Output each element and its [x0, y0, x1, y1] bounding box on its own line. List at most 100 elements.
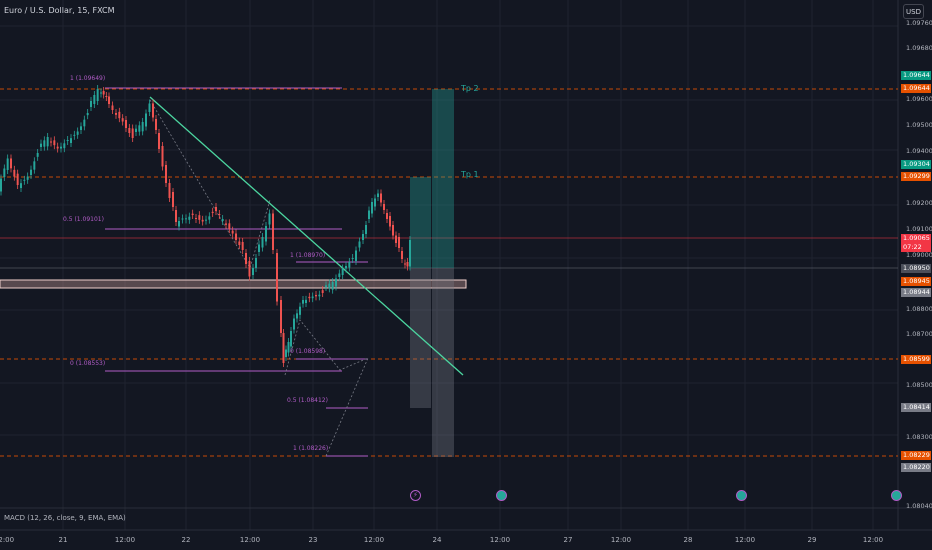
candle-body [305, 299, 307, 303]
candle-body [221, 219, 224, 221]
candle-body [100, 92, 102, 94]
candle-body [63, 143, 66, 149]
symbol-title[interactable]: Euro / U.S. Dollar, 15, FXCM [4, 6, 115, 15]
candle-body [198, 215, 201, 220]
time-tick: 12:00 [363, 536, 385, 544]
candle-body [398, 237, 400, 248]
countdown-label: 07:22 [901, 243, 931, 252]
time-tick: 27 [563, 536, 573, 544]
time-tick: 23 [308, 536, 318, 544]
time-tick: 21 [58, 536, 68, 544]
time-tick: 12:00 [0, 536, 15, 544]
candle-body [302, 300, 304, 304]
calendar-event-icon[interactable] [736, 490, 747, 501]
price-tick: 1.08500 [906, 381, 932, 389]
time-axis[interactable] [0, 530, 932, 550]
candle-body [383, 204, 385, 210]
candle-body [351, 258, 354, 259]
price-tick: 1.09680 [906, 44, 932, 52]
candle-body [3, 168, 6, 177]
price-label: 1.08944 [901, 288, 931, 297]
candle-body [265, 226, 267, 242]
candle-body [128, 128, 131, 133]
candle-body [80, 126, 82, 130]
candlesticks [0, 85, 411, 367]
price-tick: 1.09760 [906, 19, 932, 27]
candle-body [409, 240, 411, 267]
time-tick: 28 [683, 536, 693, 544]
tp2-target-box [432, 89, 454, 268]
price-tick: 1.09500 [906, 121, 932, 129]
trendline [149, 96, 464, 376]
candle-body [261, 237, 264, 248]
candle-body [191, 213, 194, 215]
candle-body [76, 131, 79, 135]
tp2-label: Tp 2 [461, 84, 479, 93]
calendar-event-icon[interactable] [496, 490, 507, 501]
candle-body [374, 198, 376, 207]
candle-body [86, 113, 89, 116]
candle-body [181, 218, 184, 220]
candle-body [315, 295, 317, 297]
candle-body [178, 221, 180, 227]
candle-body [248, 261, 251, 277]
candle-body [138, 125, 141, 132]
candle-body [201, 219, 204, 222]
candle-body [328, 283, 331, 289]
fib-dotted-path-1 [149, 99, 271, 269]
price-label: 1.09644 [901, 84, 931, 93]
candle-body [60, 146, 62, 149]
candle-body [93, 95, 96, 104]
candle-body [245, 253, 247, 264]
tp1-target-box [410, 177, 431, 268]
candle-body [105, 96, 108, 97]
time-tick: 29 [807, 536, 817, 544]
candle-body [125, 120, 127, 128]
currency-button[interactable]: USD [903, 4, 924, 19]
candle-body [50, 141, 52, 143]
candle-body [13, 169, 16, 177]
candle-body [20, 183, 22, 188]
candle-body [56, 146, 59, 149]
calendar-event-icon[interactable] [891, 490, 902, 501]
time-tick: 12:00 [489, 536, 511, 544]
candle-body [155, 119, 157, 130]
candle-body [325, 285, 327, 287]
candle-body [66, 140, 69, 141]
fib-label-zero: 0 (1.08553) [70, 360, 106, 367]
candle-body [365, 225, 367, 234]
candle-body [280, 300, 282, 333]
candle-body [377, 193, 379, 197]
candle-body [135, 128, 137, 132]
candle-body [287, 342, 290, 353]
time-tick: 12:00 [239, 536, 261, 544]
tp2-stop-box [432, 268, 454, 457]
candle-body [205, 219, 207, 221]
price-tick: 1.08300 [906, 433, 932, 441]
price-tick: 1.09400 [906, 147, 932, 155]
fib-label-mid: 0.5 (1.09101) [63, 216, 104, 223]
candle-body [111, 105, 114, 110]
candle-body [395, 235, 397, 243]
candle-body [331, 282, 334, 290]
candle-body [368, 210, 370, 219]
candle-body [121, 118, 124, 122]
candle-body [290, 331, 292, 347]
candle-body [43, 140, 46, 147]
candle-body [90, 101, 92, 107]
candle-body [158, 133, 160, 149]
price-label: 1.08950 [901, 264, 931, 273]
candle-body [115, 113, 117, 115]
candle-body [380, 193, 382, 203]
candle-body [33, 161, 36, 170]
candle-body [406, 262, 409, 267]
price-tick: 1.08800 [906, 305, 932, 313]
candle-body [341, 268, 344, 275]
candle-body [255, 258, 257, 268]
price-tick: 1.08700 [906, 330, 932, 338]
candle-body [241, 242, 244, 250]
lightning-icon[interactable]: ⚡ [410, 490, 421, 501]
macd-label[interactable]: MACD (12, 26, close, 9, EMA, EMA) [4, 514, 126, 522]
candle-body [285, 349, 287, 357]
